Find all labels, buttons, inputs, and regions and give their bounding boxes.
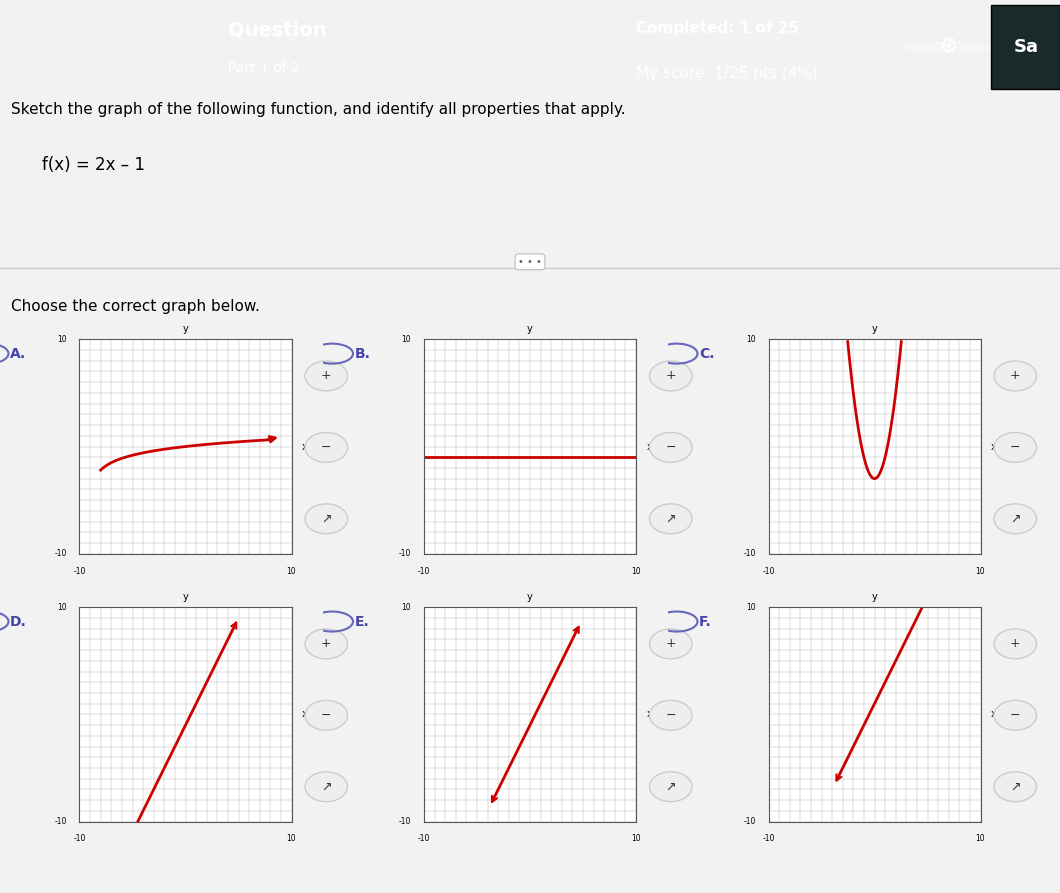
Text: Choose the correct graph below.: Choose the correct graph below. — [11, 299, 260, 314]
Text: x: x — [991, 441, 996, 452]
Text: y: y — [182, 592, 189, 602]
Text: My score: 1/25 pts (4%): My score: 1/25 pts (4%) — [636, 66, 818, 80]
Circle shape — [650, 361, 692, 391]
Text: −: − — [1010, 709, 1021, 722]
Text: • • •: • • • — [518, 257, 542, 267]
Text: y: y — [527, 592, 533, 602]
Text: +: + — [321, 638, 332, 650]
Text: x: x — [647, 709, 652, 720]
Text: -10: -10 — [418, 834, 430, 843]
Text: 10: 10 — [631, 566, 641, 575]
Text: -10: -10 — [73, 834, 86, 843]
Text: 10: 10 — [975, 834, 986, 843]
Text: 10: 10 — [975, 566, 986, 575]
Text: B.: B. — [354, 346, 370, 361]
Text: −: − — [666, 441, 676, 454]
Text: y: y — [871, 592, 878, 602]
Text: 10: 10 — [631, 834, 641, 843]
Text: Part 1 of 2: Part 1 of 2 — [228, 61, 300, 75]
Circle shape — [650, 629, 692, 659]
Text: Question: Question — [228, 21, 326, 39]
Circle shape — [994, 432, 1037, 463]
Circle shape — [305, 772, 348, 802]
Text: y: y — [182, 324, 189, 334]
Circle shape — [994, 629, 1037, 659]
Text: ⚙: ⚙ — [939, 37, 958, 57]
Circle shape — [994, 504, 1037, 534]
Text: Sketch the graph of the following function, and identify all properties that app: Sketch the graph of the following functi… — [11, 102, 625, 117]
Circle shape — [305, 361, 348, 391]
Text: Sa: Sa — [1013, 38, 1039, 56]
Text: +: + — [1010, 370, 1021, 382]
Text: 10: 10 — [57, 603, 67, 612]
Text: Completed: 1 of 25: Completed: 1 of 25 — [636, 21, 799, 36]
Text: 10: 10 — [57, 335, 67, 344]
Text: C.: C. — [699, 346, 714, 361]
Text: 10: 10 — [402, 603, 411, 612]
Text: ↗: ↗ — [321, 780, 332, 793]
Text: +: + — [666, 370, 676, 382]
Text: −: − — [321, 709, 332, 722]
Text: -10: -10 — [762, 566, 775, 575]
Text: F.: F. — [699, 614, 711, 629]
Text: 10: 10 — [746, 603, 756, 612]
Text: 10: 10 — [286, 566, 297, 575]
Text: -10: -10 — [762, 834, 775, 843]
Text: -10: -10 — [54, 549, 67, 558]
Text: y: y — [871, 324, 878, 334]
Text: +: + — [666, 638, 676, 650]
Circle shape — [901, 43, 996, 51]
Text: +: + — [321, 370, 332, 382]
Text: ↗: ↗ — [666, 513, 676, 525]
Text: -10: -10 — [54, 817, 67, 826]
Circle shape — [650, 772, 692, 802]
Circle shape — [994, 700, 1037, 730]
Circle shape — [650, 432, 692, 463]
Text: ↗: ↗ — [321, 513, 332, 525]
Text: −: − — [321, 441, 332, 454]
Text: A.: A. — [10, 346, 26, 361]
Text: ↗: ↗ — [1010, 513, 1021, 525]
Text: +: + — [1010, 638, 1021, 650]
Circle shape — [994, 361, 1037, 391]
Text: -10: -10 — [73, 566, 86, 575]
Text: ↗: ↗ — [1010, 780, 1021, 793]
Circle shape — [305, 504, 348, 534]
Text: −: − — [666, 709, 676, 722]
Text: 10: 10 — [402, 335, 411, 344]
Circle shape — [305, 700, 348, 730]
Text: -10: -10 — [399, 817, 411, 826]
Circle shape — [650, 504, 692, 534]
Text: -10: -10 — [743, 549, 756, 558]
Text: x: x — [991, 709, 996, 720]
Text: 10: 10 — [746, 335, 756, 344]
Text: −: − — [1010, 441, 1021, 454]
Circle shape — [305, 432, 348, 463]
Text: 10: 10 — [286, 834, 297, 843]
Text: x: x — [302, 709, 307, 720]
Circle shape — [305, 629, 348, 659]
Circle shape — [650, 700, 692, 730]
Text: x: x — [302, 441, 307, 452]
FancyBboxPatch shape — [991, 4, 1060, 89]
Text: E.: E. — [354, 614, 369, 629]
Text: f(x) = 2x – 1: f(x) = 2x – 1 — [42, 156, 145, 174]
Circle shape — [994, 772, 1037, 802]
Text: -10: -10 — [743, 817, 756, 826]
Text: -10: -10 — [399, 549, 411, 558]
Text: -10: -10 — [418, 566, 430, 575]
Text: y: y — [527, 324, 533, 334]
Text: ↗: ↗ — [666, 780, 676, 793]
Text: D.: D. — [10, 614, 26, 629]
Text: x: x — [647, 441, 652, 452]
